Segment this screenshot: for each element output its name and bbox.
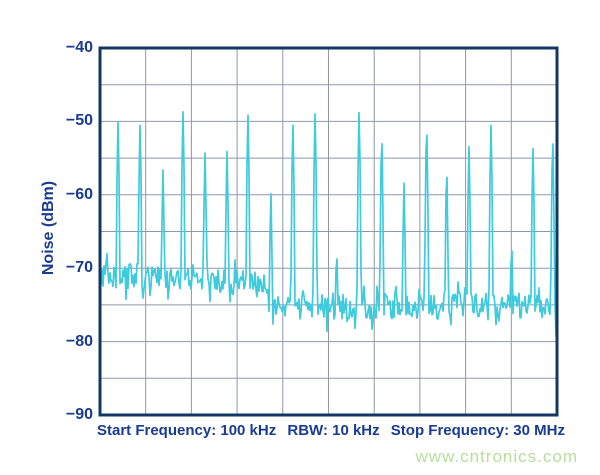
y-tick-label: −60 — [65, 185, 93, 203]
watermark: www.cntronics.com — [415, 447, 578, 466]
plot-border — [98, 46, 559, 417]
start-frequency-label: Start Frequency: 100 kHz — [97, 422, 277, 439]
y-tick-label: −80 — [65, 332, 93, 350]
stop-frequency-label: Stop Frequency: 30 MHz — [390, 422, 565, 439]
y-tick-label: −70 — [65, 259, 93, 277]
y-tick-label: −40 — [65, 39, 93, 56]
grid-lines — [100, 48, 557, 415]
rbw-label: RBW: 10 kHz — [287, 422, 380, 439]
y-tick-label: −50 — [65, 112, 93, 130]
x-axis-annotation: Start Frequency: 100 kHz RBW: 10 kHz Sto… — [97, 422, 565, 439]
y-tick-label: −90 — [65, 406, 93, 423]
noise-trace — [100, 111, 557, 337]
